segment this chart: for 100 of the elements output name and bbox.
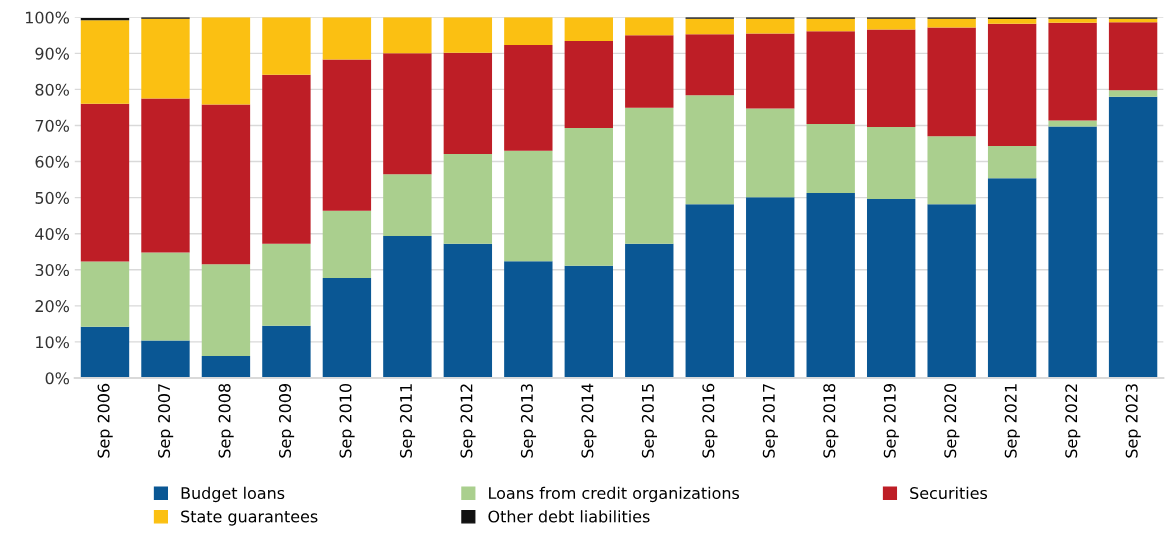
bar [927, 27, 976, 137]
bar [1048, 120, 1097, 127]
bar [1048, 18, 1097, 23]
bar [625, 17, 674, 36]
x-tick-label: Sep 2014 [581, 383, 597, 458]
bar [806, 31, 855, 125]
bar [201, 356, 251, 378]
bar [625, 243, 674, 378]
bar [443, 17, 493, 53]
bar [141, 252, 190, 341]
bar [80, 20, 130, 104]
y-tick-label: 70% [35, 119, 70, 132]
bar [987, 146, 1037, 179]
bar [1108, 22, 1158, 91]
bar [866, 18, 916, 30]
bar [504, 150, 553, 262]
bar [443, 52, 493, 154]
legend-label: Securities [910, 486, 988, 500]
bar [201, 264, 251, 356]
legend-label: Loans from credit organizations [489, 486, 740, 503]
bar [746, 33, 795, 109]
bar [746, 197, 795, 378]
y-tick-label: 60% [35, 155, 70, 168]
x-tick-label: Sep 2015 [641, 384, 658, 458]
bar [927, 18, 976, 28]
bar [685, 34, 734, 96]
legend-label: Other debt liabilities [488, 510, 650, 523]
bar [80, 261, 130, 327]
bar [262, 243, 311, 326]
bar [987, 23, 1037, 147]
x-tick-label: Sep 2018 [823, 383, 839, 458]
x-tick-label: Sep 2019 [883, 383, 899, 458]
legend-label: Budget loans [181, 486, 285, 503]
bar [866, 29, 916, 127]
bar [746, 108, 795, 198]
y-tick-label: 10% [36, 336, 70, 349]
x-tick-label: Sep 2011 [399, 384, 416, 458]
bar [80, 326, 130, 378]
y-tick-label: 80% [35, 83, 70, 96]
y-tick-label: 20% [35, 300, 70, 313]
bar [80, 103, 130, 262]
bar [685, 204, 734, 378]
bar [383, 235, 432, 378]
bar [201, 17, 251, 105]
bar [262, 17, 311, 75]
bar [322, 17, 372, 60]
legend-label: State guarantees [181, 510, 318, 526]
y-tick-label: 30% [35, 264, 70, 277]
bar [927, 204, 976, 378]
bar [564, 41, 613, 129]
y-tick-label: 40% [35, 227, 70, 241]
x-tick-label: Sep 2021 [1004, 384, 1020, 458]
x-tick-label: Sep 2008 [218, 383, 234, 458]
bar [866, 199, 916, 378]
x-tick-label: Sep 2006 [97, 383, 113, 458]
bar [1048, 126, 1097, 378]
bar [383, 174, 432, 236]
bar [322, 278, 372, 378]
bar [383, 53, 432, 175]
y-tick-label: 50% [35, 191, 70, 204]
bar [80, 18, 130, 21]
bar [1108, 96, 1158, 378]
bar [322, 59, 372, 211]
bar [866, 126, 916, 200]
bar [383, 17, 432, 54]
bar [504, 45, 553, 151]
bar [625, 35, 674, 108]
y-tick-label: 100% [25, 11, 70, 24]
bar [746, 18, 795, 34]
x-tick-label: Sep 2013 [520, 384, 537, 458]
bar [927, 136, 976, 205]
x-tick-label: Sep 2022 [1065, 384, 1081, 458]
bar [443, 153, 493, 244]
bar [685, 18, 734, 35]
bar [564, 17, 613, 42]
bar [201, 104, 251, 265]
bar [564, 128, 613, 266]
bar [443, 243, 493, 378]
bar [141, 340, 190, 378]
bar [806, 192, 855, 378]
bar [322, 210, 372, 279]
x-tick-label: Sep 2016 [702, 383, 718, 458]
bar [564, 265, 613, 378]
x-tick-label: Sep 2017 [762, 384, 778, 458]
bar [987, 19, 1037, 24]
bar [262, 74, 311, 244]
y-tick-label: 0% [45, 372, 70, 385]
bar [1108, 90, 1158, 97]
x-tick-label: Sep 2023 [1125, 384, 1141, 458]
bar [504, 17, 553, 46]
bar [806, 124, 855, 193]
x-tick-label: Sep 2020 [944, 383, 960, 458]
bar [1048, 22, 1097, 121]
y-tick-label: 90% [35, 47, 70, 60]
bar [262, 325, 311, 378]
x-tick-label: Sep 2010 [339, 383, 355, 458]
bar [141, 18, 190, 99]
x-tick-label: Sep 2009 [278, 383, 295, 458]
bar [141, 98, 190, 253]
x-tick-label: Sep 2007 [158, 384, 174, 458]
